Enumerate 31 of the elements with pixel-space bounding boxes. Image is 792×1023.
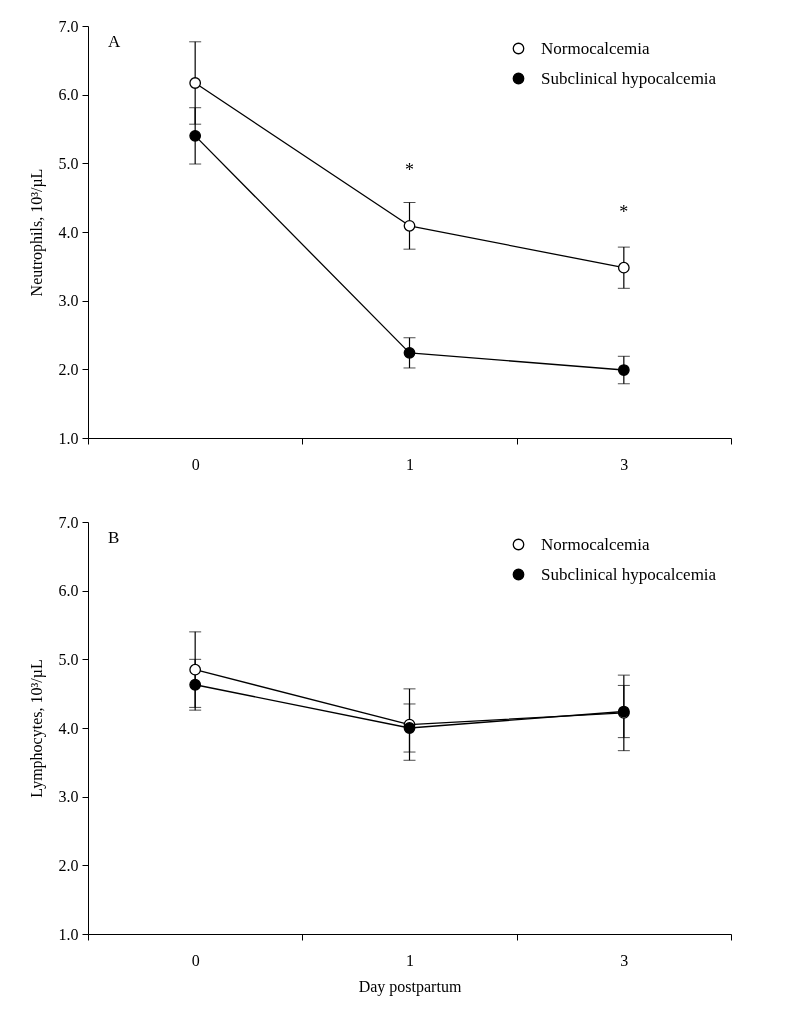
annotation: B bbox=[108, 528, 120, 547]
y-tick-label: 1.0 bbox=[58, 925, 79, 943]
y-tick-label: 4.0 bbox=[58, 719, 79, 737]
y-tick-label: 3.0 bbox=[58, 788, 79, 806]
y-tick-label: 4.0 bbox=[58, 223, 79, 241]
y-tick-label: 2.0 bbox=[58, 856, 79, 874]
x-tick-label: 3 bbox=[620, 455, 629, 473]
y-axis-title: Neutrophils, 10³/µL bbox=[27, 168, 46, 297]
legend-label: Subclinical hypocalcemia bbox=[541, 68, 717, 88]
y-tick-label: 3.0 bbox=[58, 292, 79, 310]
y-tick-label: 1.0 bbox=[58, 429, 79, 447]
x-tick-label: 0 bbox=[191, 951, 200, 969]
y-tick-label: 5.0 bbox=[58, 154, 79, 172]
annotation: * bbox=[619, 201, 629, 222]
y-tick-label: 2.0 bbox=[58, 360, 79, 378]
legend-label: Normocalcemia bbox=[541, 534, 651, 554]
y-tick-label: 6.0 bbox=[58, 86, 79, 104]
y-tick-label: 5.0 bbox=[58, 650, 79, 668]
x-tick-label: 1 bbox=[406, 951, 414, 969]
legend-label: Normocalcemia bbox=[541, 38, 651, 58]
y-tick-label: 7.0 bbox=[58, 513, 79, 531]
x-tick-label: 1 bbox=[406, 455, 414, 473]
legend-label: Subclinical hypocalcemia bbox=[541, 564, 717, 584]
x-axis-title: Day postpartum bbox=[358, 977, 462, 996]
annotation: * bbox=[405, 159, 414, 180]
x-tick-label: 3 bbox=[620, 951, 629, 969]
y-tick-label: 6.0 bbox=[58, 582, 79, 600]
y-axis-title: Lymphocytes, 10³/µL bbox=[27, 659, 46, 798]
annotation: A bbox=[108, 32, 121, 51]
y-tick-label: 7.0 bbox=[58, 17, 79, 35]
x-tick-label: 0 bbox=[191, 455, 200, 473]
